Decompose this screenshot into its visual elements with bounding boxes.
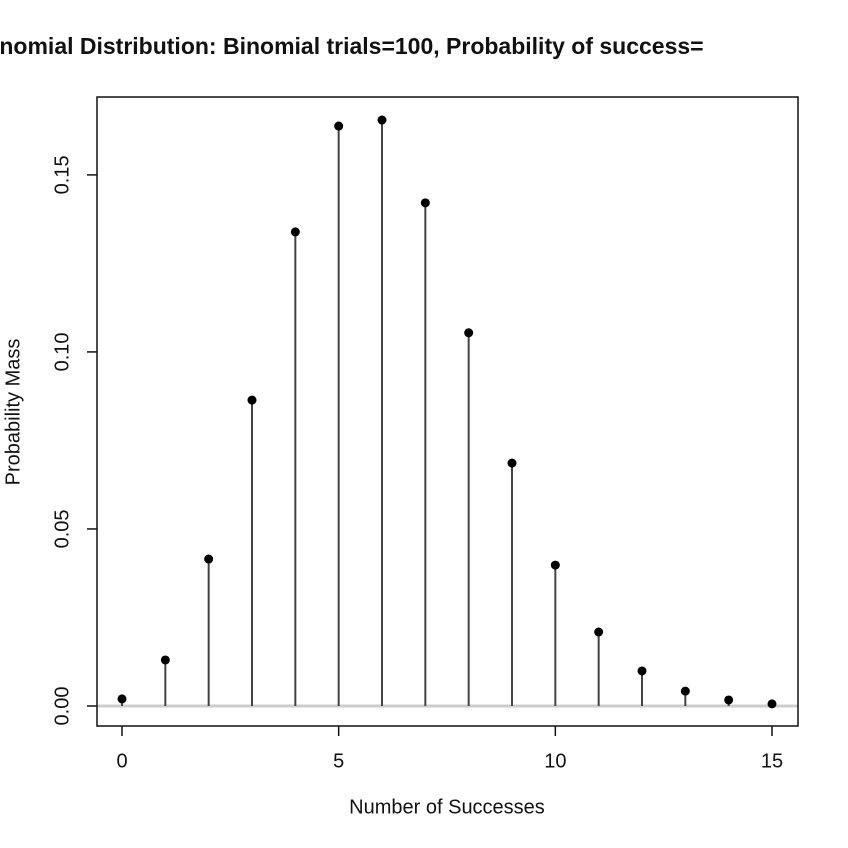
point bbox=[724, 695, 734, 705]
x-tick-label: 10 bbox=[544, 750, 566, 772]
x-tick-label: 15 bbox=[761, 750, 783, 772]
point bbox=[117, 694, 127, 704]
point bbox=[767, 699, 777, 709]
point bbox=[204, 554, 214, 564]
point bbox=[334, 121, 344, 131]
point bbox=[290, 227, 300, 237]
y-axis-label: Probability Mass bbox=[2, 339, 24, 486]
point bbox=[637, 666, 647, 676]
point bbox=[420, 198, 430, 208]
plot-frame bbox=[96, 96, 799, 727]
point bbox=[464, 328, 474, 338]
chart-title: Binomial Distribution: Binomial trials=1… bbox=[0, 33, 704, 59]
point bbox=[247, 395, 257, 405]
y-tick-label: 0.15 bbox=[51, 155, 73, 194]
point bbox=[160, 655, 170, 665]
y-tick-label: 0.00 bbox=[51, 687, 73, 726]
point bbox=[507, 458, 517, 468]
point bbox=[550, 560, 560, 570]
x-axis-label: Number of Successes bbox=[349, 796, 545, 818]
x-tick-label: 5 bbox=[333, 750, 344, 772]
y-tick-label: 0.10 bbox=[51, 332, 73, 371]
y-tick-label: 0.05 bbox=[51, 509, 73, 548]
point bbox=[377, 115, 387, 125]
point bbox=[680, 686, 690, 696]
x-tick-label: 0 bbox=[116, 750, 127, 772]
point bbox=[594, 627, 604, 637]
